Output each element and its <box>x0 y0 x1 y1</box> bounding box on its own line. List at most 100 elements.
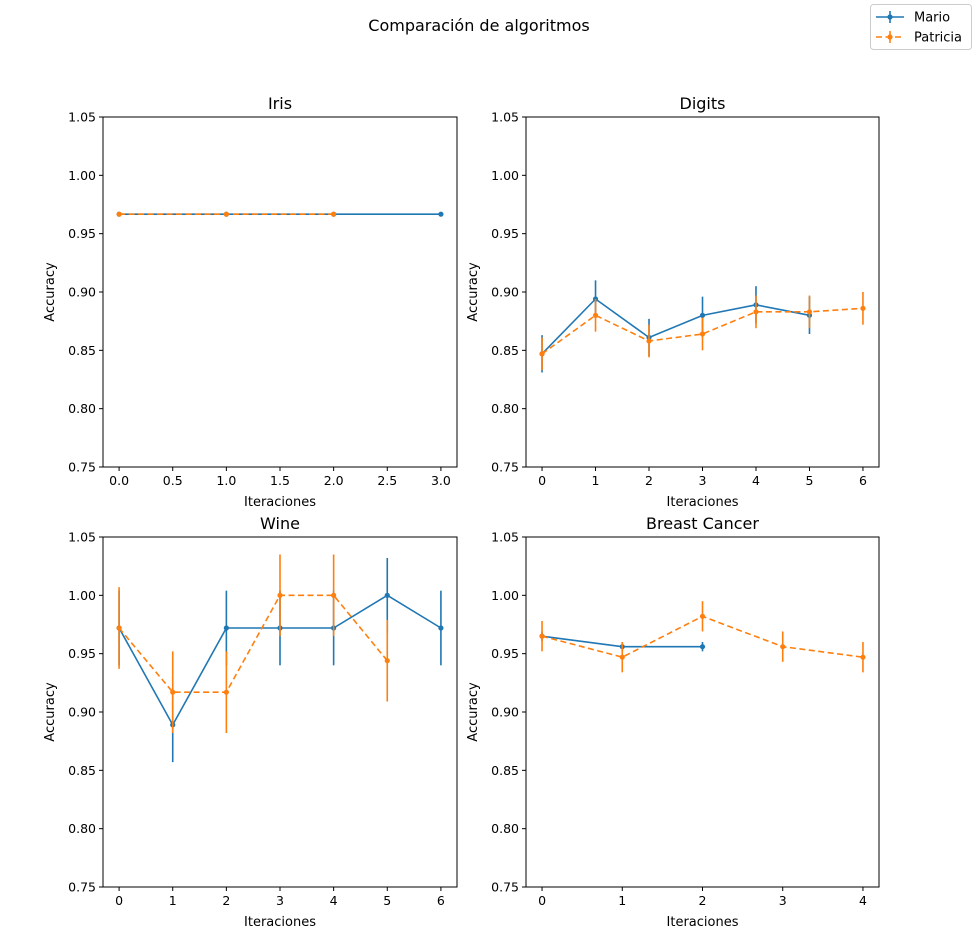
data-point <box>116 625 122 631</box>
x-tick-label: 0 <box>115 893 123 908</box>
x-tick-label: 4 <box>859 893 867 908</box>
y-axis-label: Accuracy <box>466 682 481 742</box>
y-tick-label: 0.80 <box>491 401 519 416</box>
data-point <box>331 592 337 598</box>
data-point <box>699 613 706 619</box>
y-tick-label: 0.95 <box>491 226 519 241</box>
data-point <box>539 633 545 639</box>
data-point <box>860 305 866 311</box>
subplot-title: Iris <box>268 94 292 113</box>
x-axis-label: Iteraciones <box>244 915 316 930</box>
data-point <box>806 309 813 315</box>
subplot-title: Digits <box>680 94 726 113</box>
data-point <box>592 312 599 318</box>
data-point <box>223 689 229 695</box>
legend-point <box>887 34 893 40</box>
axes-frame <box>102 116 458 468</box>
series-patricia <box>539 601 866 673</box>
legend-entry-mario: Mario <box>876 11 950 26</box>
data-point <box>384 658 390 664</box>
data-point <box>223 625 229 631</box>
x-tick-label: 1.0 <box>216 473 236 488</box>
y-tick-label: 1.00 <box>68 168 96 183</box>
x-tick-label: 3 <box>699 473 707 488</box>
x-tick-label: 2 <box>222 893 230 908</box>
x-tick-label: 6 <box>859 473 867 488</box>
x-tick-label: 1.5 <box>270 473 290 488</box>
x-tick-label: 3 <box>276 893 284 908</box>
data-point <box>331 211 337 217</box>
data-point <box>277 592 283 598</box>
legend-label: Patricia <box>914 31 962 46</box>
figure-suptitle: Comparación de algoritmos <box>368 16 589 35</box>
y-tick-label: 1.05 <box>491 530 519 545</box>
y-tick-label: 1.00 <box>491 168 519 183</box>
x-axis-label: Iteraciones <box>244 495 316 510</box>
data-point <box>699 312 706 318</box>
y-axis-label: Accuracy <box>43 262 58 322</box>
y-tick-label: 0.90 <box>68 705 96 720</box>
y-tick-label: 1.00 <box>491 588 519 603</box>
subplot-title: Breast Cancer <box>646 514 759 533</box>
x-tick-label: 4 <box>330 893 338 908</box>
y-tick-label: 0.95 <box>68 226 96 241</box>
x-tick-label: 4 <box>752 473 760 488</box>
x-tick-label: 1 <box>592 473 600 488</box>
x-tick-label: 3.0 <box>431 473 451 488</box>
series-patricia <box>116 554 390 733</box>
axes-frame <box>525 116 880 468</box>
x-tick-label: 2.5 <box>377 473 397 488</box>
x-tick-label: 5 <box>805 473 813 488</box>
data-point <box>699 644 706 650</box>
data-point <box>780 644 786 650</box>
data-point <box>384 592 390 598</box>
x-tick-label: 1 <box>618 893 626 908</box>
x-tick-label: 1 <box>169 893 177 908</box>
series-patricia <box>116 211 337 217</box>
legend-label: Mario <box>914 11 950 26</box>
x-tick-label: 2 <box>645 473 653 488</box>
legend-frame <box>870 4 972 50</box>
y-tick-label: 1.05 <box>68 110 96 125</box>
subplot-title: Wine <box>260 514 300 533</box>
y-tick-label: 0.75 <box>491 460 519 475</box>
y-tick-label: 0.85 <box>491 763 519 778</box>
y-axis-label: Accuracy <box>43 682 58 742</box>
legend: Mario Patricia <box>870 4 972 50</box>
data-point <box>116 211 122 217</box>
x-tick-label: 0.5 <box>163 473 183 488</box>
x-tick-label: 5 <box>383 893 391 908</box>
y-tick-label: 0.80 <box>68 821 96 836</box>
y-tick-label: 0.95 <box>68 646 96 661</box>
y-tick-label: 0.85 <box>68 343 96 358</box>
y-tick-label: 0.95 <box>491 646 519 661</box>
series-line <box>541 297 810 355</box>
y-tick-label: 0.75 <box>68 880 96 895</box>
series-patricia <box>539 292 866 371</box>
legend-entry-patricia: Patricia <box>876 31 962 46</box>
data-point <box>619 654 625 660</box>
data-point <box>753 309 759 315</box>
data-point <box>860 654 866 660</box>
data-point <box>539 351 545 357</box>
data-point <box>170 689 176 695</box>
x-tick-label: 3 <box>779 893 787 908</box>
x-tick-label: 0.0 <box>109 473 129 488</box>
y-axis-label: Accuracy <box>466 262 481 322</box>
y-tick-label: 0.90 <box>68 285 96 300</box>
y-tick-label: 0.75 <box>491 880 519 895</box>
x-tick-label: 6 <box>437 893 445 908</box>
x-tick-label: 0 <box>538 893 546 908</box>
y-tick-label: 0.90 <box>491 285 519 300</box>
data-point <box>438 625 444 631</box>
series-line <box>118 594 388 693</box>
data-point <box>223 211 229 217</box>
subplot-digits: Digits 0 1 2 3 4 5 6 0.75 0.80 0.85 0.90 0.95 1.00 1.0… <box>466 94 880 510</box>
x-axis-label: Iteraciones <box>667 915 739 930</box>
subplot-breast-cancer: Breast Cancer 0 1 2 3 4 0.75 0.80 0.85 0.90 0.95 1.… <box>466 514 880 930</box>
data-point <box>646 338 652 344</box>
y-tick-label: 0.90 <box>491 705 519 720</box>
x-tick-label: 2 <box>699 893 707 908</box>
data-point <box>699 331 706 337</box>
